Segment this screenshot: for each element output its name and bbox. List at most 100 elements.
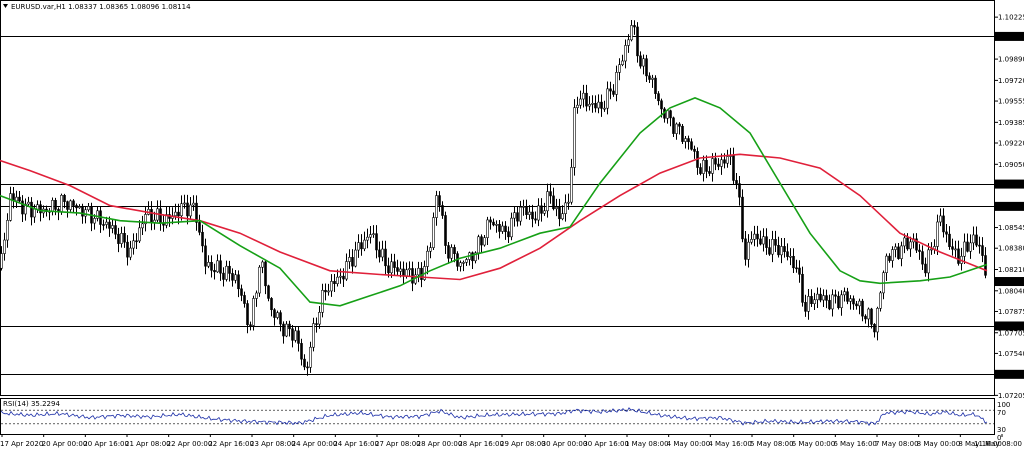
candle-body	[9, 193, 12, 221]
candle-body	[219, 260, 222, 274]
time-tick-label-13: 30 Apr 00:00	[542, 440, 588, 448]
candle-body	[618, 64, 621, 73]
candle-body	[963, 241, 966, 257]
candle-body	[573, 107, 576, 168]
candle-body	[846, 291, 849, 302]
candle-body	[558, 206, 561, 220]
price-level-badge	[995, 179, 1024, 189]
candle-body	[516, 212, 519, 222]
price-axis: 1.10225 1.09890 1.09720 1.09555 1.09385 1.092…	[994, 14, 1024, 400]
candle-body	[204, 245, 207, 267]
candle-body	[438, 195, 441, 206]
candle-body	[120, 232, 123, 244]
candle-body	[639, 55, 642, 67]
candle-body	[864, 315, 867, 320]
candle-body	[207, 261, 210, 267]
candle-body	[177, 211, 180, 217]
price-tick-label-8: 1.08380	[998, 245, 1024, 253]
candle-body	[765, 236, 768, 248]
candle-body	[165, 214, 168, 226]
candle-body	[708, 171, 711, 174]
candle-body	[849, 298, 852, 302]
candle-body	[921, 251, 924, 265]
candle-body	[924, 263, 927, 274]
horizontal-levels	[0, 36, 994, 375]
candle-body	[117, 233, 120, 244]
candle-body	[243, 295, 246, 304]
candle-body	[867, 308, 870, 320]
candle-body	[15, 196, 18, 202]
candle-body	[258, 266, 261, 294]
candle-body	[399, 268, 402, 272]
candle-body	[744, 238, 747, 260]
candle-body	[966, 241, 969, 252]
candle-body	[552, 195, 555, 210]
candle-body	[39, 204, 42, 214]
candle-body	[462, 262, 465, 264]
candle-body	[240, 288, 243, 296]
candle-body	[255, 292, 258, 299]
candle-body	[798, 267, 801, 275]
candle-body	[741, 196, 744, 240]
candle-body	[126, 241, 129, 258]
candle-body	[189, 204, 192, 217]
time-tick-label-0: 17 Apr 2020	[0, 440, 43, 448]
candle-body	[603, 107, 606, 110]
time-tick-label-16: 4 May 00:00	[667, 440, 711, 448]
candle-body	[144, 214, 147, 225]
main-plot-frame	[0, 0, 995, 396]
candle-body	[738, 183, 741, 198]
candle-body	[804, 302, 807, 312]
candle-body	[486, 219, 489, 238]
candle-body	[264, 261, 267, 287]
price-tick-label-12: 1.07705	[998, 329, 1024, 337]
candle-body	[318, 311, 321, 325]
candle-body	[627, 39, 630, 46]
price-tick-label-1: 1.09890	[998, 56, 1024, 64]
candle-body	[228, 265, 231, 274]
candle-body	[561, 213, 564, 220]
candle-body	[492, 221, 495, 226]
candle-body	[489, 219, 492, 223]
candle-body	[906, 237, 909, 250]
candle-body	[378, 249, 381, 258]
candle-body	[678, 123, 681, 127]
candle-body	[597, 101, 600, 109]
price-level-badge	[995, 201, 1024, 211]
candle-body	[762, 236, 765, 245]
candle-body	[723, 159, 726, 164]
candle-body	[636, 26, 639, 57]
candle-body	[858, 300, 861, 307]
candle-body	[828, 300, 831, 310]
candle-body	[750, 239, 753, 243]
candle-body	[429, 247, 432, 252]
candle-body	[291, 328, 294, 341]
candle-body	[339, 275, 342, 278]
candle-body	[717, 163, 720, 167]
candle-body	[690, 141, 693, 150]
candle-body	[477, 236, 480, 254]
candle-body	[783, 246, 786, 252]
candle-body	[768, 247, 771, 255]
candle-body	[96, 210, 99, 219]
dropdown-triangle-icon[interactable]	[3, 4, 8, 8]
candle-body	[447, 245, 450, 259]
candle-body	[465, 259, 468, 263]
candle-body	[534, 218, 537, 221]
rsi-level-100: 100	[997, 401, 1010, 409]
candle-body	[72, 200, 75, 206]
candle-body	[102, 224, 105, 226]
candle-body	[51, 200, 54, 212]
candle-body	[366, 236, 369, 241]
candle-body	[408, 268, 411, 271]
candle-body	[444, 215, 447, 246]
candle-body	[279, 312, 282, 325]
candle-body	[21, 200, 24, 215]
rsi-level-70: 70	[997, 409, 1006, 417]
candle-body	[252, 298, 255, 326]
candle-body	[357, 242, 360, 251]
candle-body	[294, 330, 297, 341]
candle-body	[645, 58, 648, 77]
candle-body	[735, 180, 738, 184]
candle-body	[501, 225, 504, 232]
